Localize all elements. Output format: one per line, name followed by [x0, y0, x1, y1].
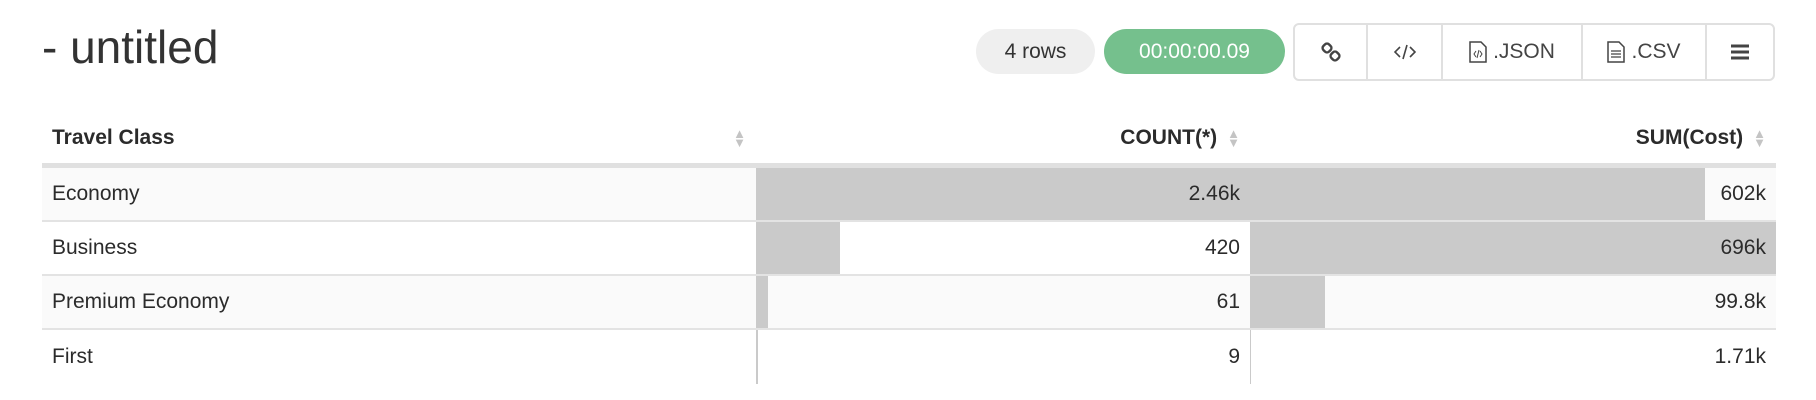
travel-class-cell: First — [52, 345, 93, 368]
download-csv-button[interactable]: .CSV — [1583, 25, 1707, 79]
results-table: Travel Class ▲ ▼ COUNT(*) ▲ ▼ SUM(Cost) ▲ ▼ Ec… — [42, 112, 1776, 384]
link-icon — [1320, 42, 1341, 62]
count-bar — [756, 330, 758, 384]
code-icon — [1393, 44, 1416, 60]
count-cell: 61 — [756, 276, 1250, 328]
column-header-sum-cost[interactable]: SUM(Cost) ▲ ▼ — [1635, 125, 1766, 150]
count-cell: 9 — [756, 330, 1250, 384]
sum-cost-cell: 99.8k — [1250, 276, 1776, 328]
csv-label: .CSV — [1631, 40, 1681, 63]
count-bar — [756, 276, 769, 328]
sum-bar — [1250, 330, 1252, 384]
toolbar: .JSON .CSV — [1293, 23, 1775, 81]
sort-icon[interactable]: ▲ ▼ — [1227, 125, 1240, 150]
elapsed-time-badge: 00:00:00.09 — [1104, 29, 1285, 74]
sum-bar — [1250, 276, 1326, 328]
json-file-icon — [1469, 41, 1487, 63]
sum-bar — [1250, 168, 1705, 220]
travel-class-cell: Economy — [52, 182, 140, 205]
sum-cost-cell: 696k — [1250, 222, 1776, 274]
count-bar — [756, 168, 1250, 220]
table-row: Business 420 696k — [42, 222, 1776, 276]
sum-cost-cell: 602k — [1250, 168, 1776, 220]
embed-button[interactable] — [1368, 25, 1443, 79]
page-title: - untitled — [42, 21, 219, 73]
count-bar — [756, 222, 841, 274]
json-label: .JSON — [1493, 40, 1555, 63]
travel-class-cell: Business — [52, 236, 138, 259]
hamburger-menu-icon — [1731, 44, 1749, 60]
sort-icon[interactable]: ▲ ▼ — [1753, 125, 1766, 150]
sum-cost-cell: 1.71k — [1250, 330, 1776, 384]
table-row: Economy 2.46k 602k — [42, 168, 1776, 222]
count-cell: 420 — [756, 222, 1250, 274]
copy-link-button[interactable] — [1295, 25, 1368, 79]
sum-bar — [1250, 222, 1776, 274]
csv-file-icon — [1607, 41, 1626, 63]
menu-button[interactable] — [1707, 25, 1773, 79]
table-row: First 9 1.71k — [42, 330, 1776, 384]
table-header: Travel Class ▲ ▼ COUNT(*) ▲ ▼ SUM(Cost) ▲ ▼ — [42, 112, 1776, 168]
count-cell: 2.46k — [756, 168, 1250, 220]
sort-icon[interactable]: ▲ ▼ — [733, 125, 746, 150]
table-row: Premium Economy 61 99.8k — [42, 276, 1776, 330]
column-header-count[interactable]: COUNT(*) ▲ ▼ — [1120, 125, 1240, 150]
column-header-travel-class[interactable]: Travel Class ▲ ▼ — [52, 125, 746, 150]
row-count-badge: 4 rows — [976, 29, 1095, 74]
travel-class-cell: Premium Economy — [52, 290, 230, 313]
download-json-button[interactable]: .JSON — [1443, 25, 1583, 79]
